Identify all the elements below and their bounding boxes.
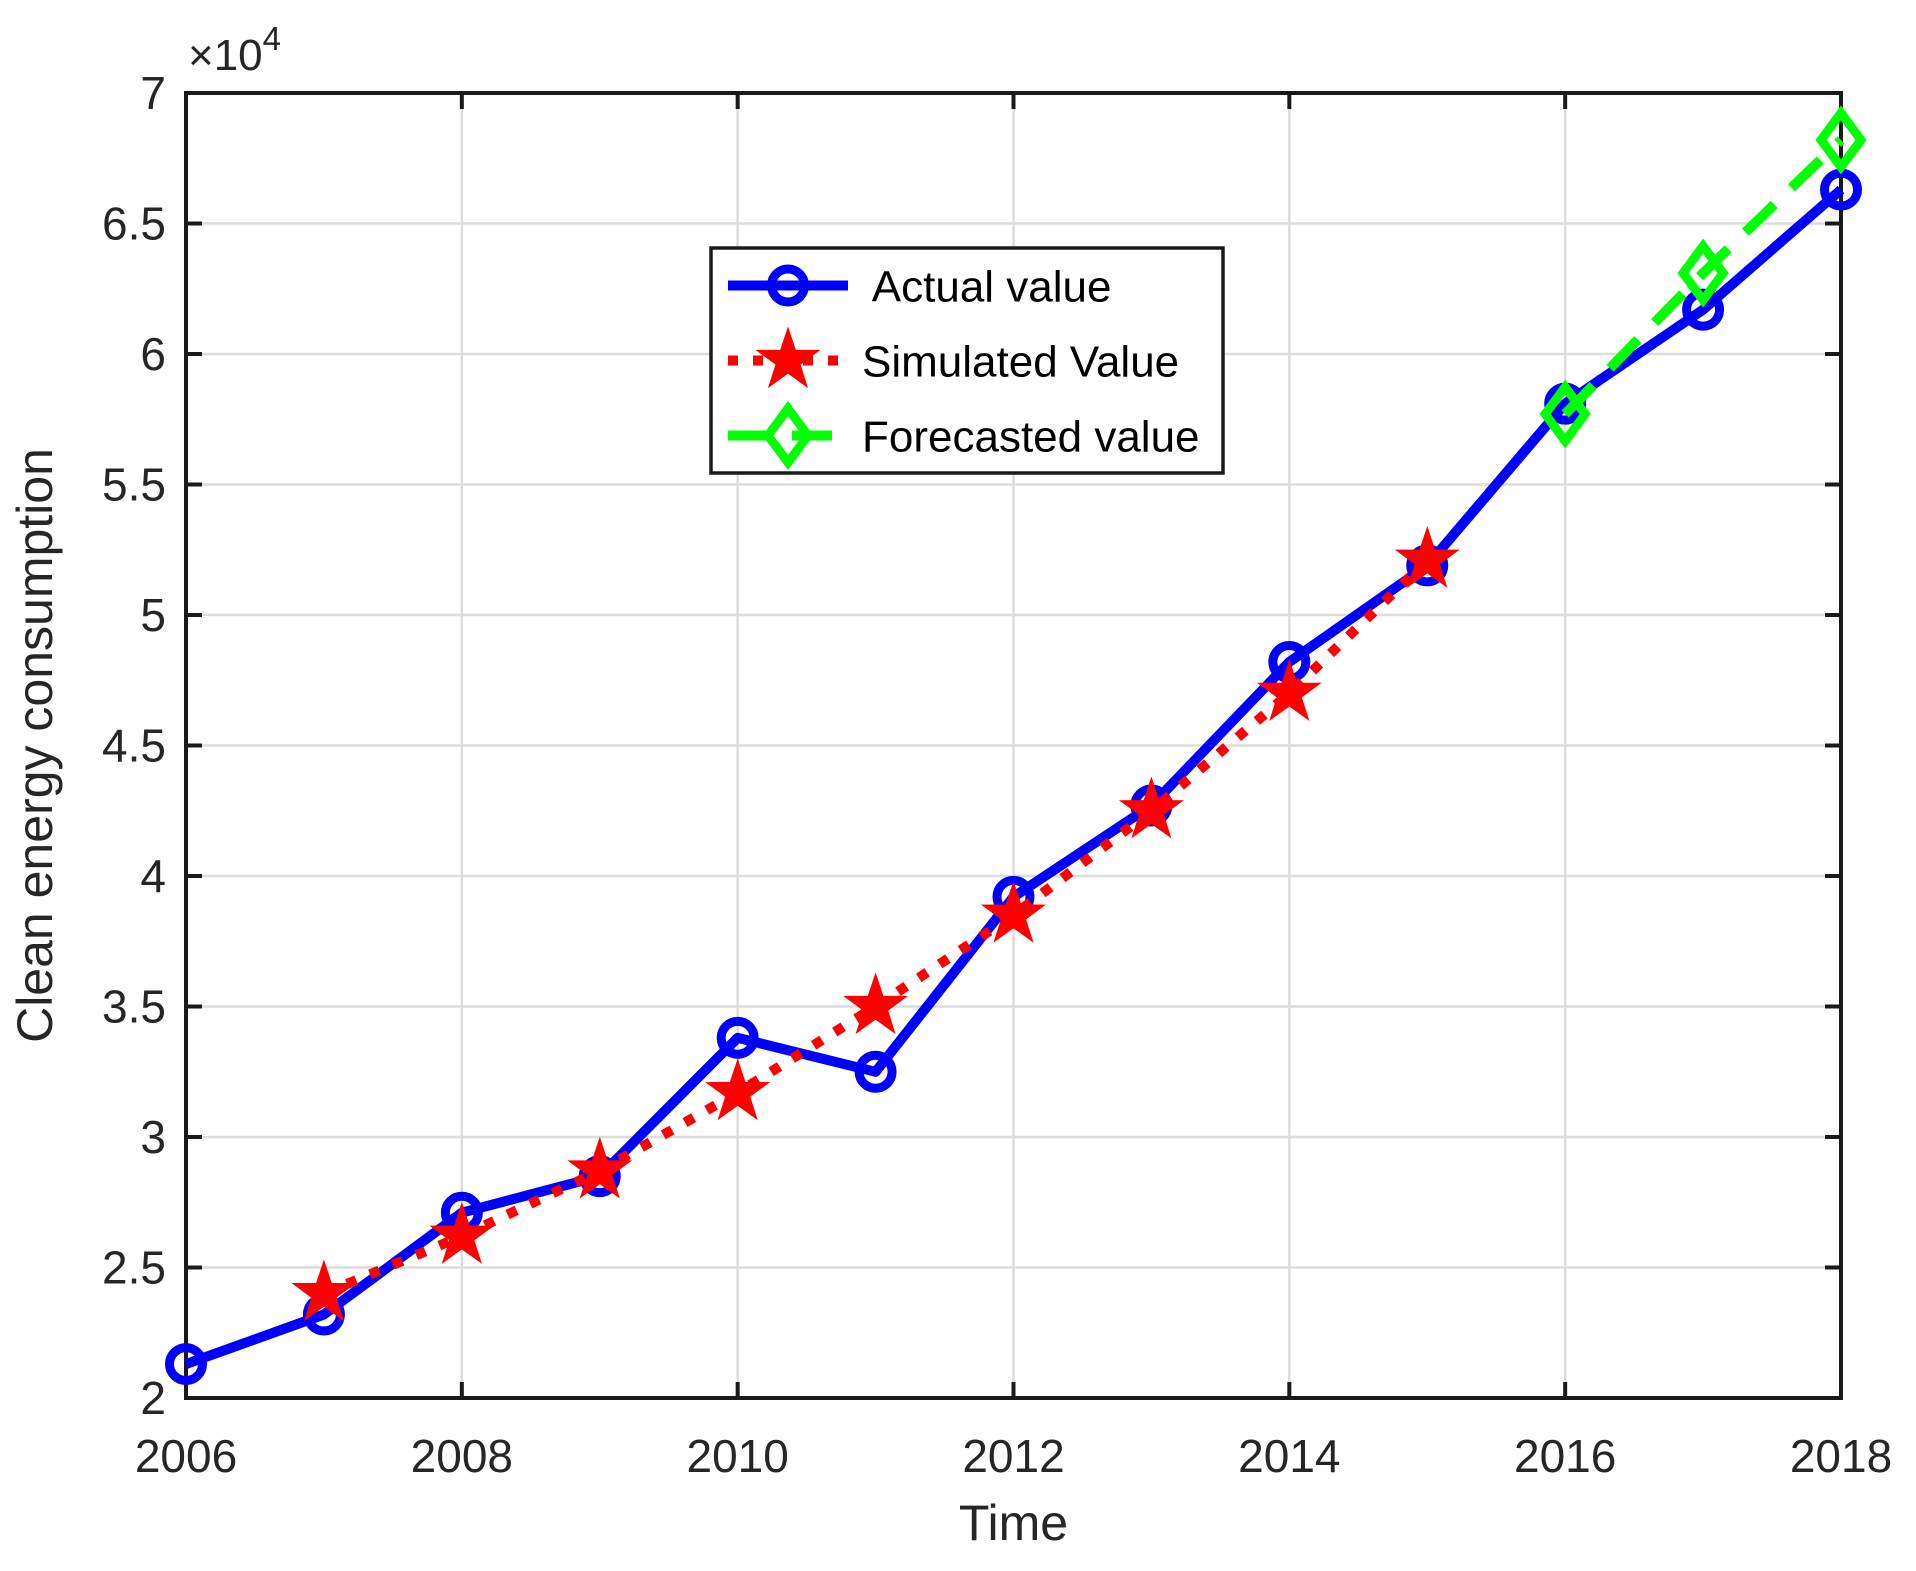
star-marker — [843, 972, 909, 1035]
star-marker — [755, 326, 821, 389]
series-forecasted-value — [1539, 105, 1867, 449]
y-axis-label: Clean energy consumption — [7, 448, 63, 1043]
diamond-marker — [1815, 105, 1867, 175]
y-tick-label-2: 2 — [140, 1372, 166, 1424]
star-marker — [1394, 526, 1460, 588]
x-axis-label: Time — [959, 1495, 1068, 1551]
y-tick-label-3.5: 3.5 — [102, 981, 166, 1033]
circle-marker — [716, 1016, 759, 1059]
y-tick-label-5.5: 5.5 — [102, 459, 166, 511]
y-tick-label-6: 6 — [140, 328, 166, 380]
y-axis-multiplier-exponent: 4 — [263, 20, 281, 57]
legend-label: Forecasted value — [862, 413, 1200, 462]
legend-label: Actual value — [862, 263, 1112, 312]
x-tick-label-2018: 2018 — [1790, 1430, 1892, 1482]
x-tick-label-2012: 2012 — [962, 1430, 1064, 1482]
series-line — [321, 556, 1431, 1299]
series-simulated-value — [291, 526, 1460, 1322]
star-marker — [980, 880, 1047, 943]
series-line — [1561, 136, 1845, 418]
y-tick-label-4.5: 4.5 — [102, 720, 166, 772]
star-marker — [705, 1058, 771, 1121]
diamond-marker — [1539, 379, 1591, 449]
star-marker — [567, 1136, 633, 1199]
legend-item-circle: Actual value — [728, 263, 1112, 312]
axis-ticks — [184, 91, 1843, 1400]
legend: Actual value Simulated Value Forecasted va… — [709, 246, 1225, 475]
y-tick-label-7: 7 — [140, 67, 166, 119]
y-tick-label-5: 5 — [140, 589, 166, 641]
x-tick-label-2006: 2006 — [135, 1430, 237, 1482]
diamond-marker — [1677, 238, 1729, 308]
legend-label: Simulated Value — [862, 338, 1179, 387]
star-marker — [1118, 776, 1184, 839]
circle-marker — [854, 1050, 897, 1093]
star-marker — [429, 1202, 495, 1264]
circle-marker — [767, 264, 809, 307]
star-marker — [291, 1259, 357, 1322]
circle-marker — [165, 1343, 207, 1386]
legend-item-star: Simulated Value — [728, 326, 1179, 389]
x-tick-label-2010: 2010 — [686, 1430, 788, 1482]
x-tick-label-2014: 2014 — [1238, 1430, 1340, 1482]
y-tick-label-2.5: 2.5 — [102, 1242, 166, 1294]
x-tick-label-2008: 2008 — [411, 1430, 513, 1482]
y-tick-label-3: 3 — [140, 1111, 166, 1163]
y-tick-label-4: 4 — [140, 850, 166, 902]
y-tick-label-6.5: 6.5 — [102, 198, 166, 250]
star-marker — [1256, 659, 1322, 721]
diamond-marker — [762, 400, 814, 471]
legend-item-diamond: Forecasted value — [728, 400, 1200, 471]
x-tick-label-2016: 2016 — [1514, 1430, 1616, 1482]
